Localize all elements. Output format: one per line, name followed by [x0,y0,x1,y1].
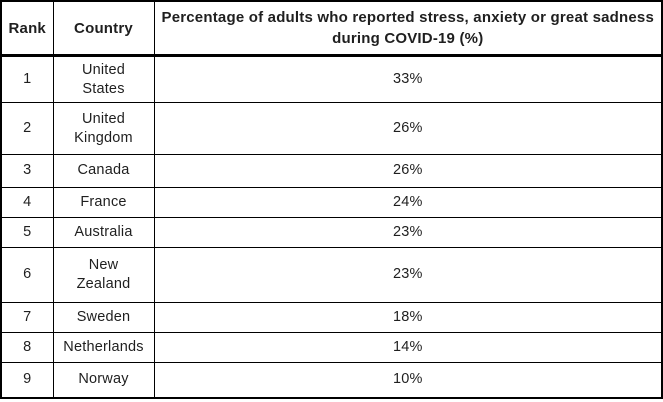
rank-value: 9 [23,371,32,388]
rank-cell: 8 [0,332,54,363]
country-cell: Netherlands [52,332,155,363]
percentage-value: 26% [392,162,423,179]
rank-value: 2 [23,119,32,136]
rank-cell: 3 [0,154,54,188]
column-header-country-label: Country [74,19,133,37]
country-value: Sweden [76,308,131,325]
rank-value: 4 [23,193,32,210]
column-header-rank: Rank [0,0,54,57]
percentage-cell: 23% [153,217,663,248]
table-row: 7 Sweden 18% [0,302,663,333]
country-cell: Sweden [52,302,155,333]
rank-value: 3 [23,162,32,179]
rank-cell: 9 [0,362,54,398]
percentage-value: 23% [392,223,423,240]
rank-cell: 6 [0,247,54,303]
rank-cell: 4 [0,187,54,218]
column-header-country: Country [52,0,155,57]
percentage-cell: 14% [153,332,663,363]
country-cell: United States [52,55,155,103]
rank-cell: 7 [0,302,54,333]
rank-value: 7 [23,308,32,325]
table-row: 9 Norway 10% [0,362,663,398]
table-row: 5 Australia 23% [0,217,663,248]
percentage-cell: 18% [153,302,663,333]
rank-value: 5 [23,223,32,240]
percentage-value: 33% [392,70,423,87]
country-cell: Norway [52,362,155,398]
rank-value: 6 [23,266,32,283]
country-value: Canada [77,162,130,179]
country-cell: Australia [52,217,155,248]
header-row: Rank Country Percentage of adults who re… [0,0,663,57]
country-cell: Canada [52,154,155,188]
column-header-percentage-label: Percentage of adults who reported stress… [161,9,655,47]
table-row: 1 United States 33% [0,55,663,103]
rank-cell: 1 [0,55,54,103]
percentage-cell: 33% [153,55,663,103]
column-header-rank-label: Rank [8,19,46,37]
column-header-percentage: Percentage of adults who reported stress… [153,0,663,57]
percentage-cell: 26% [153,102,663,155]
country-value: United Kingdom [74,110,133,146]
table-row: 3 Canada 26% [0,154,663,188]
table-header: Rank Country Percentage of adults who re… [0,0,663,57]
country-value: France [80,193,127,210]
country-value: United States [81,61,126,97]
country-value: Netherlands [63,338,144,355]
table-row: 6 New Zealand 23% [0,247,663,303]
country-cell: United Kingdom [52,102,155,155]
table-row: 8 Netherlands 14% [0,332,663,363]
percentage-value: 24% [392,193,423,210]
country-cell: France [52,187,155,218]
country-value: Australia [74,223,133,240]
rank-cell: 5 [0,217,54,248]
rank-value: 8 [23,338,32,355]
country-value: Norway [78,371,129,388]
percentage-cell: 26% [153,154,663,188]
percentage-cell: 10% [153,362,663,398]
table-body: 1 United States 33% 2 United Kingdom 26%… [0,55,663,398]
country-cell: New Zealand [52,247,155,303]
rank-cell: 2 [0,102,54,155]
rank-value: 1 [23,70,32,87]
percentage-value: 26% [392,119,423,136]
percentage-value: 10% [392,371,423,388]
percentage-cell: 23% [153,247,663,303]
percentage-value: 18% [392,308,423,325]
table-row: 4 France 24% [0,187,663,218]
table-row: 2 United Kingdom 26% [0,102,663,155]
percentage-cell: 24% [153,187,663,218]
country-value: New Zealand [76,257,131,292]
percentage-value: 14% [392,338,423,355]
percentage-value: 23% [392,266,423,283]
